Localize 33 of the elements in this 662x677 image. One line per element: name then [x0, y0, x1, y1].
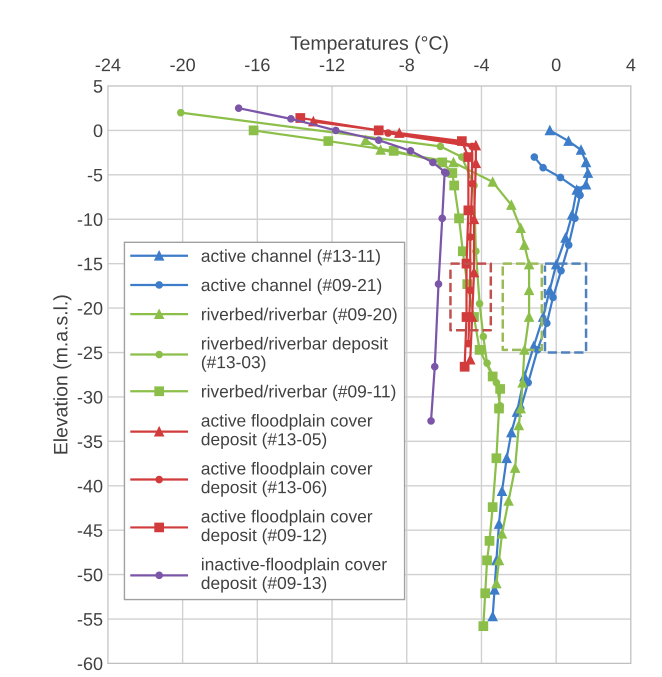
y-tick-label: -40	[78, 480, 102, 492]
legend-label: riverbed/riverbar (#09-11)	[202, 384, 396, 401]
y-tick-label: -45	[78, 524, 102, 537]
x-tick-label: 0	[552, 58, 560, 72]
y-tick-label: -5	[88, 168, 102, 182]
y-axis-title: Elevation (m.a.s.l.)	[53, 295, 72, 454]
x-tick-label: -8	[400, 58, 414, 72]
legend-label: inactive-floodplain cover deposit (#09-13)	[202, 558, 387, 593]
x-axis-title: Temperatures (°C)	[290, 36, 448, 54]
x-tick-label: -16	[245, 58, 270, 72]
legend-label: active floodplain cover deposit (#13-06)	[202, 462, 372, 497]
y-tick-label: -20	[78, 302, 102, 315]
legend-label: active floodplain cover deposit (#09-12)	[202, 510, 372, 545]
legend-label: active channel (#13-11)	[202, 249, 380, 266]
y-tick-label: -10	[78, 213, 102, 226]
x-tick-label: 4	[626, 58, 636, 72]
x-tick-label: -12	[320, 58, 344, 72]
legend-label: active channel (#09-21)	[202, 278, 382, 295]
x-tick-label: -4	[474, 58, 489, 72]
y-tick-label: -50	[78, 568, 102, 582]
y-tick-label: -15	[78, 258, 102, 270]
y-tick-label: 0	[94, 124, 102, 138]
x-tick-label: -24	[96, 58, 120, 72]
legend-label: active floodplain cover deposit (#13-05)	[202, 414, 372, 449]
x-tick-label: -20	[170, 58, 195, 72]
legend-label: riverbed/riverbar deposit (#13-03)	[202, 336, 388, 372]
y-tick-label: -30	[78, 390, 102, 404]
y-tick-label: -25	[78, 346, 102, 360]
y-tick-label: 5	[94, 80, 102, 93]
y-tick-label: -35	[78, 435, 102, 448]
y-tick-label: -55	[78, 613, 102, 626]
y-tick-label: -60	[78, 657, 102, 670]
legend-label: riverbed/riverbar (#09-20)	[202, 308, 397, 324]
